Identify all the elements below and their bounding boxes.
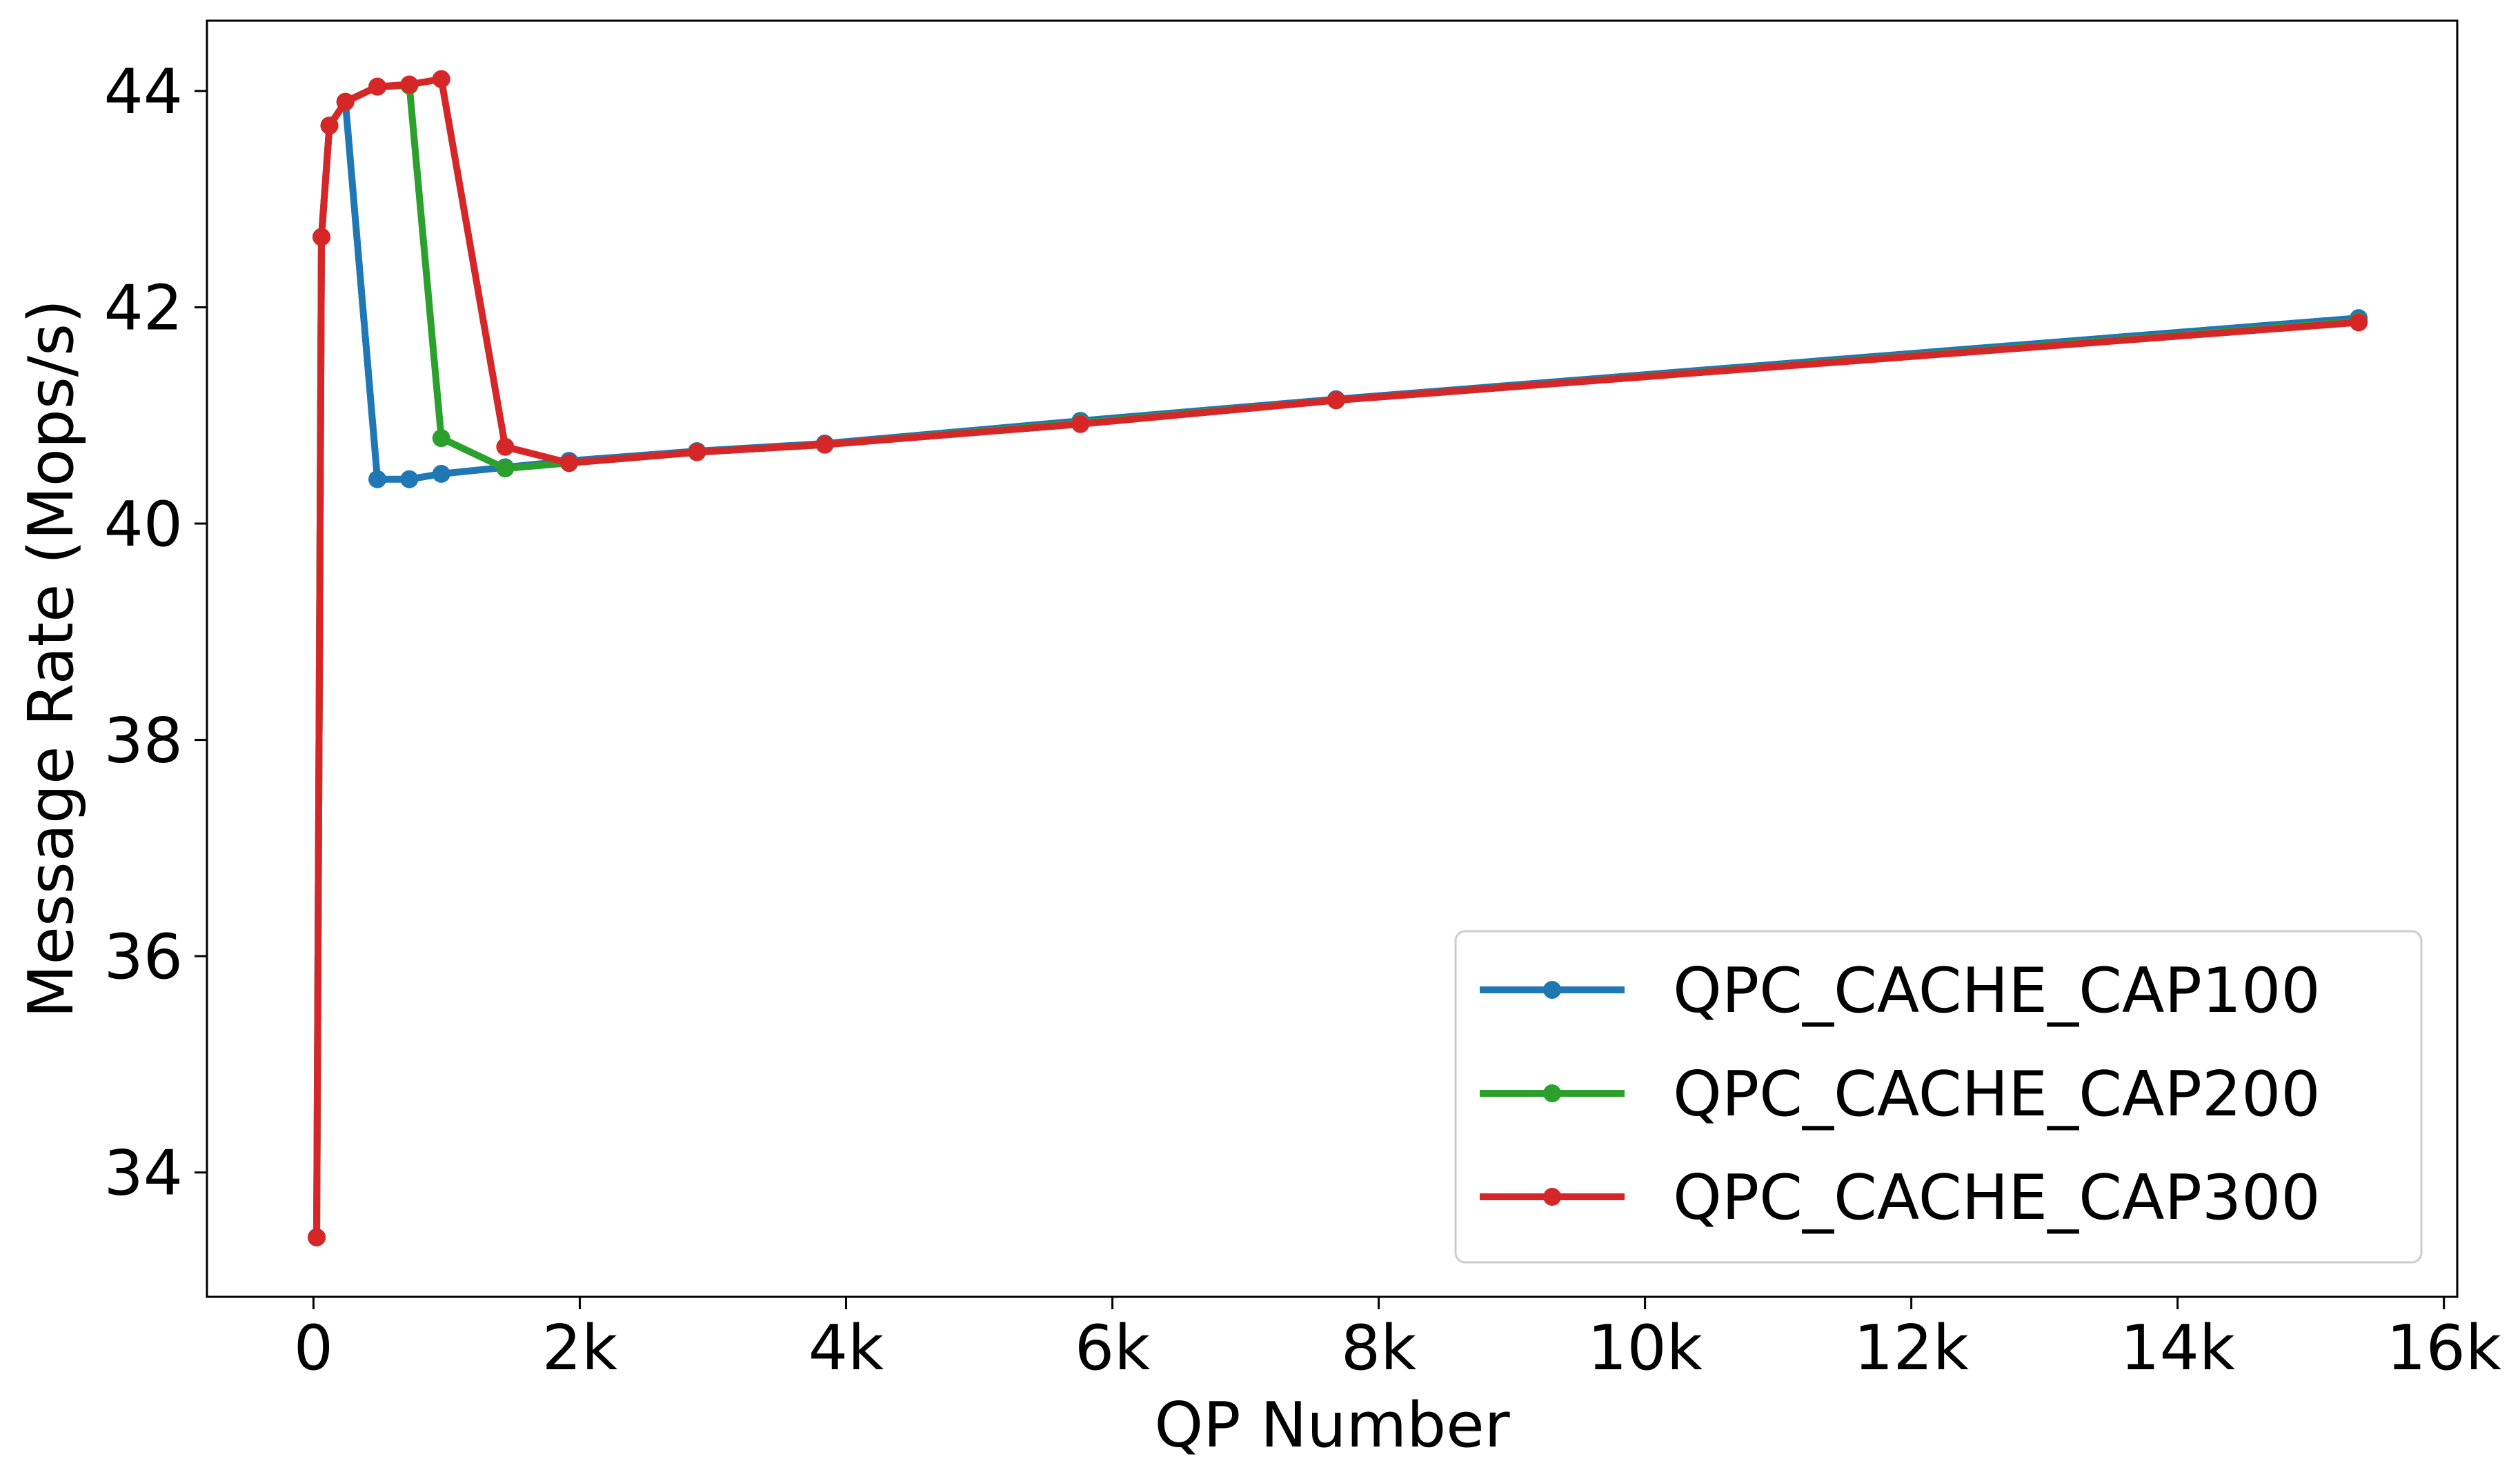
data-point <box>1327 391 1345 410</box>
x-tick-label: 12k <box>1854 1312 1969 1384</box>
data-point <box>312 228 330 246</box>
legend-box <box>1454 930 2423 1264</box>
y-tick-label: 34 <box>103 1137 183 1210</box>
data-point <box>308 1228 326 1246</box>
y-axis-label: Message Rate (Mops/s) <box>15 299 88 1018</box>
x-tick-label: 0 <box>294 1312 333 1384</box>
y-tick-label: 38 <box>103 705 183 777</box>
legend-label: QPC_CACHE_CAP300 <box>1673 1162 2321 1234</box>
data-point <box>368 77 387 96</box>
y-tick-label: 42 <box>103 272 183 344</box>
plot-frame <box>206 19 2459 1298</box>
x-tick-label: 10k <box>1587 1312 1703 1384</box>
data-point <box>320 117 339 135</box>
y-tick-label: 36 <box>103 921 183 993</box>
series-layer <box>308 70 2368 1246</box>
data-point <box>432 464 450 483</box>
y-tick-label: 44 <box>103 56 183 128</box>
x-axis-label: QP Number <box>1154 1389 1509 1462</box>
y-axis: 34 36 38 40 42 44 <box>103 56 207 1210</box>
data-point <box>560 454 579 473</box>
x-tick-label: 6k <box>1075 1312 1150 1384</box>
data-point <box>400 470 419 488</box>
x-axis: 0 2k 4k 6k 8k 10k 12k 14k 16k <box>294 1297 2501 1384</box>
x-tick-label: 8k <box>1341 1312 1416 1384</box>
legend-label: QPC_CACHE_CAP100 <box>1673 955 2321 1027</box>
legend: QPC_CACHE_CAP100 QPC_CACHE_CAP200 QPC_CACH… <box>1454 930 2423 1264</box>
data-point <box>432 70 450 88</box>
data-point <box>815 435 834 454</box>
legend-marker <box>1543 981 1561 999</box>
data-point <box>496 437 515 456</box>
data-point <box>496 459 515 478</box>
x-tick-label: 2k <box>542 1312 617 1384</box>
data-point <box>368 470 387 488</box>
data-point <box>688 443 706 461</box>
data-point <box>1071 415 1090 433</box>
data-point <box>2350 313 2368 332</box>
x-tick-label: 4k <box>808 1312 884 1384</box>
data-point <box>336 92 355 111</box>
y-tick-label: 40 <box>103 488 183 561</box>
x-tick-label: 14k <box>2120 1312 2235 1384</box>
data-point <box>432 429 450 448</box>
x-tick-label: 16k <box>2386 1312 2501 1384</box>
legend-marker <box>1543 1084 1561 1102</box>
data-point <box>400 75 419 94</box>
legend-items: QPC_CACHE_CAP100 QPC_CACHE_CAP200 QPC_CACH… <box>1480 955 2321 1234</box>
legend-marker <box>1543 1188 1561 1206</box>
legend-label: QPC_CACHE_CAP200 <box>1673 1058 2321 1131</box>
